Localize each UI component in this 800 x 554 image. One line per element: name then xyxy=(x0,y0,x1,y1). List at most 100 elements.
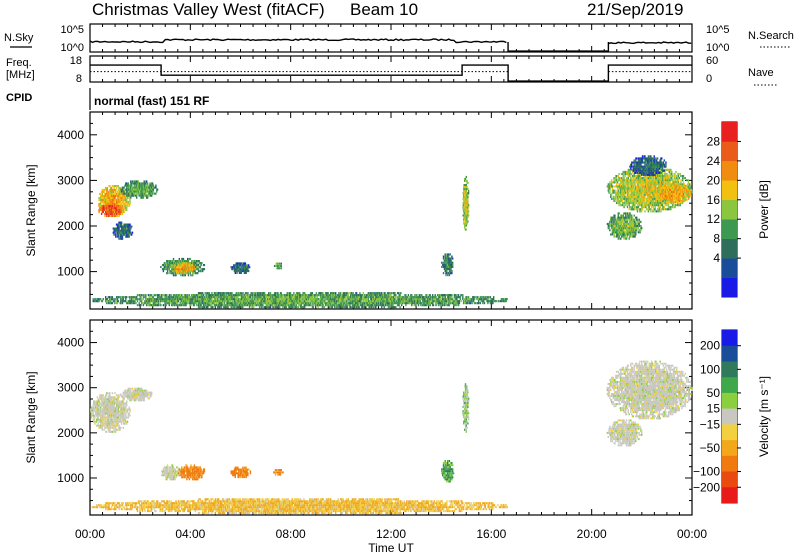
power-cell xyxy=(171,262,173,265)
power-cell xyxy=(641,177,643,180)
power-cell xyxy=(344,296,346,299)
power-cell xyxy=(387,304,390,307)
power-cell xyxy=(115,223,118,226)
power-cell xyxy=(442,296,444,299)
power-cell xyxy=(352,296,354,299)
power-cell xyxy=(289,298,292,301)
power-cell xyxy=(141,294,143,297)
power-cell xyxy=(217,302,220,305)
power-cell xyxy=(114,210,116,213)
power-cell xyxy=(625,181,628,184)
power-cell xyxy=(612,197,614,200)
power-cell xyxy=(117,194,119,197)
power-cell xyxy=(190,268,192,271)
power-cell xyxy=(457,296,460,299)
power-cell xyxy=(365,298,367,301)
power-cell xyxy=(146,188,148,191)
power-cell xyxy=(319,292,321,295)
power-cell xyxy=(100,298,102,301)
power-cell xyxy=(160,296,162,299)
power-cell xyxy=(237,262,239,265)
power-cell xyxy=(146,184,148,187)
power-cell xyxy=(92,300,94,303)
power-cell xyxy=(232,302,234,305)
power-cell xyxy=(169,260,171,263)
power-cell xyxy=(118,211,120,214)
power-cell xyxy=(170,302,172,305)
power-cell xyxy=(145,188,147,191)
power-cell xyxy=(463,214,465,217)
power-cell xyxy=(173,304,175,307)
power-cell xyxy=(131,231,134,234)
power-cell xyxy=(623,206,625,209)
power-cell xyxy=(192,262,195,265)
power-cell xyxy=(100,200,102,203)
power-cell xyxy=(338,306,340,309)
power-cell xyxy=(627,202,629,205)
power-cell xyxy=(416,298,419,301)
power-cell xyxy=(143,180,145,183)
power-cell xyxy=(391,302,394,305)
power-cell xyxy=(615,183,618,186)
power-cell xyxy=(321,306,323,309)
power-cell xyxy=(339,300,341,303)
power-cell xyxy=(235,268,237,271)
power-cell xyxy=(618,177,620,180)
power-panel-frame xyxy=(89,111,693,310)
power-cell xyxy=(215,302,217,305)
power-cell xyxy=(212,296,214,299)
power-cell xyxy=(320,302,323,305)
power-cell xyxy=(370,298,373,301)
power-cell xyxy=(277,300,279,303)
power-cell xyxy=(615,195,617,198)
power-cell xyxy=(628,187,630,190)
power-cell xyxy=(467,216,469,219)
power-cell xyxy=(468,298,471,301)
power-cell xyxy=(246,302,248,305)
power-cell xyxy=(476,302,478,305)
power-cell xyxy=(140,304,142,307)
power-cell xyxy=(173,270,175,273)
power-cell xyxy=(140,184,142,187)
power-cell xyxy=(246,270,248,273)
power-cell xyxy=(116,223,119,226)
power-cell xyxy=(345,294,348,297)
power-cell xyxy=(404,294,406,297)
power-cell xyxy=(156,298,159,301)
power-cell xyxy=(253,304,256,307)
power-cell xyxy=(641,191,643,194)
power-cell xyxy=(136,186,139,189)
power-cell xyxy=(467,202,469,205)
power-cell xyxy=(199,294,201,297)
power-cell xyxy=(109,296,111,299)
power-cell xyxy=(136,294,139,297)
power-cell xyxy=(335,294,337,297)
power-cell xyxy=(336,304,339,307)
power-cell xyxy=(124,296,126,299)
power-cell xyxy=(123,198,125,201)
power-cell xyxy=(98,198,100,201)
power-cell xyxy=(386,298,388,301)
power-cell xyxy=(369,292,371,295)
power-cell xyxy=(212,306,214,309)
power-cell xyxy=(240,306,242,309)
power-cell xyxy=(172,264,175,267)
power-cell xyxy=(479,298,481,301)
power-cell xyxy=(124,225,126,228)
power-cell xyxy=(345,306,348,309)
power-cell xyxy=(355,306,357,309)
power-cell xyxy=(369,296,371,299)
power-cell xyxy=(287,292,289,295)
power-cell xyxy=(417,302,420,305)
power-cell xyxy=(247,304,249,307)
power-cell xyxy=(352,298,354,301)
power-cell xyxy=(273,296,275,299)
power-cell xyxy=(253,302,255,305)
power-cell xyxy=(151,300,154,303)
power-cell xyxy=(173,294,175,297)
power-cell xyxy=(103,198,105,201)
power-cell xyxy=(122,210,124,213)
power-cell xyxy=(120,221,122,224)
power-cell xyxy=(245,264,247,267)
power-cell xyxy=(391,296,394,299)
